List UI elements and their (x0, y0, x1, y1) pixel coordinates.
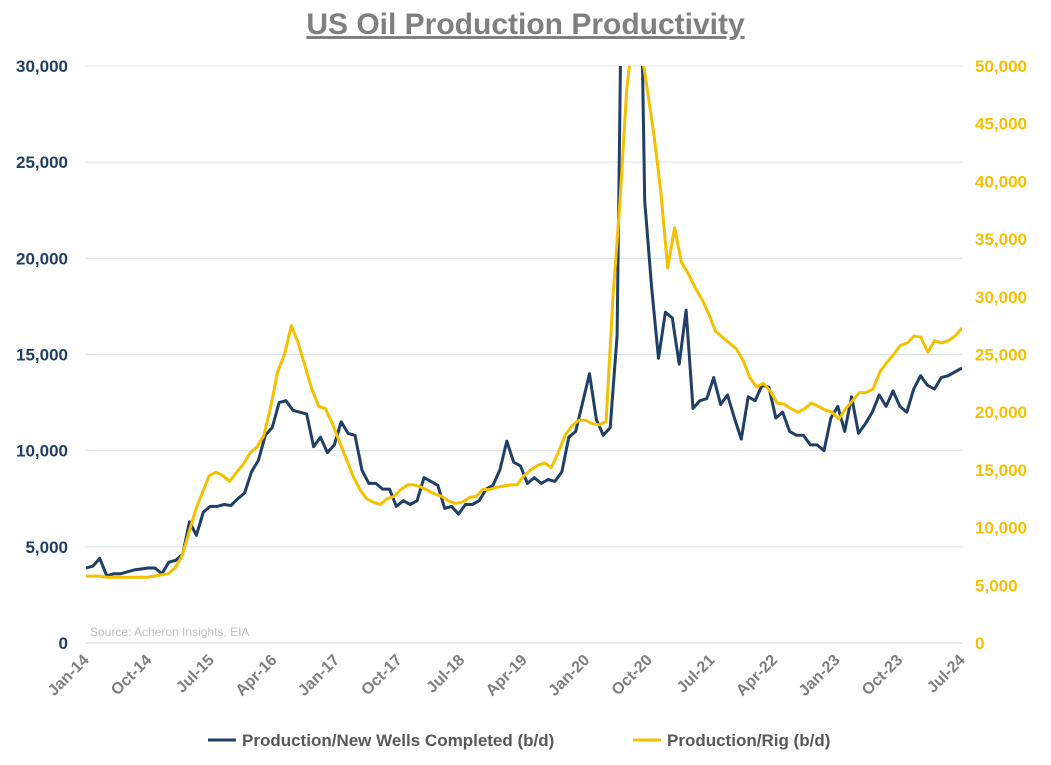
y-left-tick-label: 25,000 (16, 153, 68, 172)
x-tick-label: Apr-19 (483, 652, 531, 700)
y-left-tick-label: 5,000 (25, 538, 68, 557)
x-tick-label: Jul-24 (924, 652, 969, 697)
y-right-tick-label: 35,000 (975, 230, 1027, 249)
x-tick-label: Apr-22 (733, 652, 781, 700)
y-right-tick-label: 45,000 (975, 115, 1027, 134)
legend-label: Production/Rig (b/d) (667, 731, 830, 750)
y-right-tick-label: 50,000 (975, 57, 1027, 76)
x-tick-label: Jan-20 (545, 652, 593, 700)
chart-title: US Oil Production Productivity (306, 8, 745, 41)
y-left-tick-label: 15,000 (16, 346, 68, 365)
x-tick-label: Jul-18 (423, 652, 468, 697)
x-tick-label: Jan-14 (45, 652, 93, 700)
y-right-tick-label: 10,000 (975, 519, 1027, 538)
y-right-tick-label: 40,000 (975, 172, 1027, 191)
x-tick-label: Oct-20 (609, 652, 656, 699)
y-left-tick-label: 0 (59, 634, 68, 653)
y-right-tick-label: 20,000 (975, 403, 1027, 422)
source-note: Source: Acheron Insights, EIA (90, 625, 249, 639)
y-right-tick-label: 0 (975, 634, 984, 653)
x-tick-label: Oct-17 (358, 652, 405, 699)
y-left-tick-label: 20,000 (16, 249, 68, 268)
x-tick-label: Apr-16 (233, 652, 281, 700)
y-right-tick-label: 15,000 (975, 461, 1027, 480)
series-line-wells (86, 66, 962, 578)
y-right-tick-label: 5,000 (975, 576, 1018, 595)
y-left-tick-label: 30,000 (16, 57, 68, 76)
x-tick-label: Jul-21 (674, 652, 719, 697)
y-left-tick-label: 10,000 (16, 442, 68, 461)
x-tick-label: Jan-23 (796, 652, 844, 700)
x-tick-label: Oct-23 (859, 652, 906, 699)
legend-label: Production/New Wells Completed (b/d) (242, 731, 554, 750)
x-tick-label: Oct-14 (108, 652, 155, 699)
y-right-tick-label: 25,000 (975, 346, 1027, 365)
x-tick-label: Jan-17 (295, 652, 343, 700)
series-line-rig (86, 66, 962, 579)
x-tick-label: Jul-15 (173, 652, 218, 697)
y-right-tick-label: 30,000 (975, 288, 1027, 307)
